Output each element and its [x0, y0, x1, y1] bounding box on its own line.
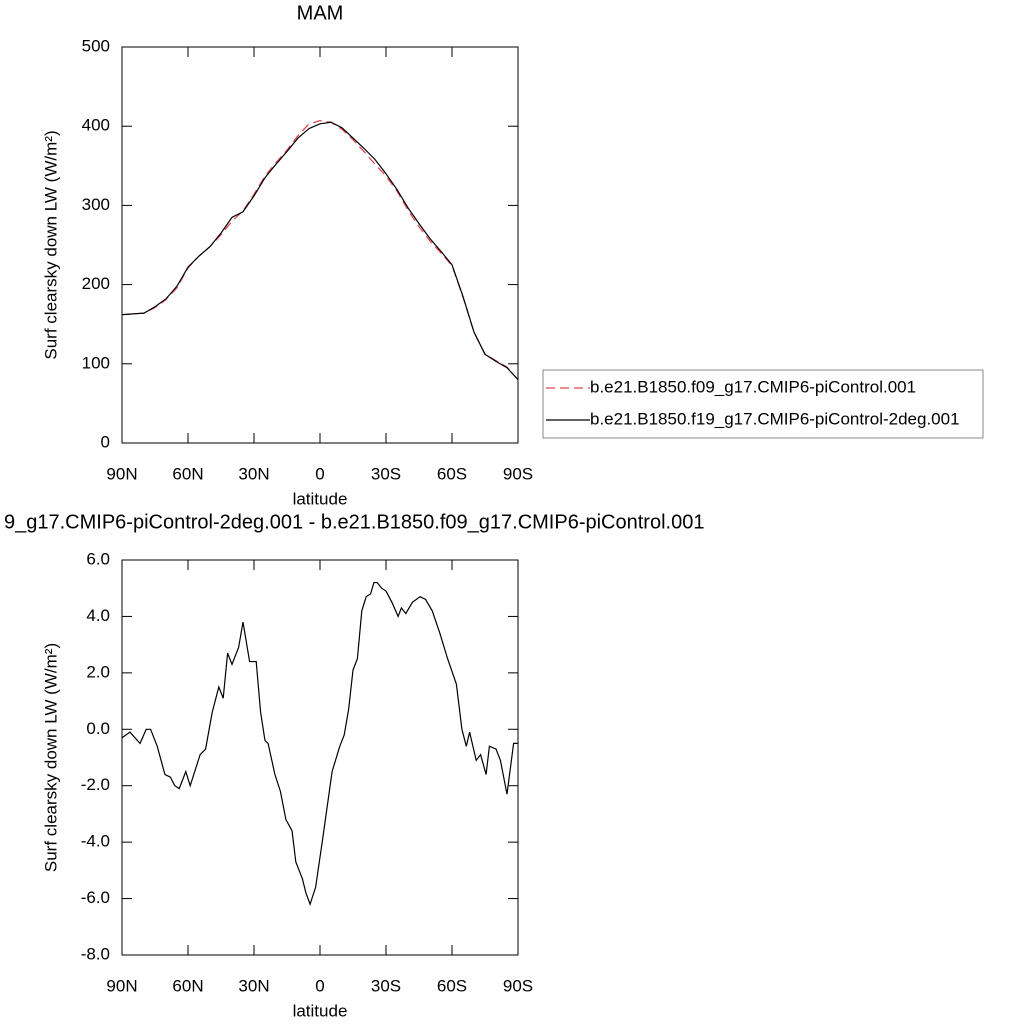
x-tick-label: 0 [315, 976, 324, 995]
x-tick-label: 90N [106, 976, 137, 995]
x-tick-label: 60N [172, 464, 203, 483]
legend-label: b.e21.B1850.f19_g17.CMIP6-piControl-2deg… [590, 409, 960, 428]
series-line [121, 581, 518, 907]
y-tick-label: -8.0 [81, 944, 110, 963]
x-tick-label: 60S [437, 976, 467, 995]
x-tick-label: 0 [315, 464, 324, 483]
y-tick-label: -2.0 [81, 775, 110, 794]
x-tick-label: 90S [503, 464, 533, 483]
x-tick-label: 30S [371, 464, 401, 483]
series-line [121, 120, 519, 381]
y-tick-label: -4.0 [81, 832, 110, 851]
x-tick-label: 90N [106, 464, 137, 483]
legend-box [542, 369, 984, 439]
chart-title: 9_g17.CMIP6-piControl-2deg.001 - b.e21.B… [4, 511, 704, 533]
x-tick-label: 60S [437, 464, 467, 483]
y-tick-label: 4.0 [86, 606, 110, 625]
y-tick-label: 200 [82, 274, 110, 293]
x-axis-label: latitude [293, 1001, 348, 1020]
y-tick-label: 6.0 [86, 549, 110, 568]
x-tick-label: 30N [238, 464, 269, 483]
y-axis-label: Surf clearsky down LW (W/m²) [41, 643, 60, 872]
y-tick-label: 100 [82, 353, 110, 372]
series-line [121, 121, 519, 381]
y-tick-label: 2.0 [86, 662, 110, 681]
chart-title: MAM [297, 2, 344, 24]
x-tick-label: 60N [172, 976, 203, 995]
plot-frame [121, 559, 519, 956]
x-tick-label: 90S [503, 976, 533, 995]
x-tick-label: 30S [371, 976, 401, 995]
y-tick-label: 0.0 [86, 719, 110, 738]
x-tick-label: 30N [238, 976, 269, 995]
y-tick-label: 300 [82, 195, 110, 214]
legend-label: b.e21.B1850.f09_g17.CMIP6-piControl.001 [590, 377, 916, 396]
plot-frame [121, 46, 519, 444]
y-axis-label: Surf clearsky down LW (W/m²) [41, 130, 60, 359]
y-tick-label: 0 [101, 432, 110, 451]
x-axis-label: latitude [293, 489, 348, 508]
y-tick-label: 500 [82, 36, 110, 55]
y-tick-label: 400 [82, 116, 110, 135]
y-tick-label: -6.0 [81, 888, 110, 907]
